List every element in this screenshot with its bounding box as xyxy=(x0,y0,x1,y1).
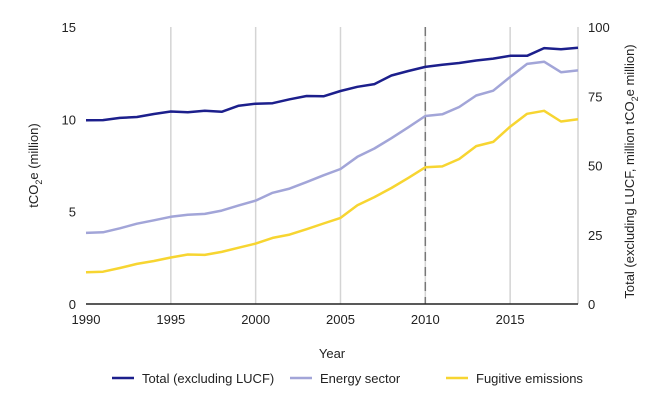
y-right-tick-label: 100 xyxy=(588,20,610,35)
series-line-3 xyxy=(85,109,579,274)
y-left-tick-label: 0 xyxy=(69,297,76,312)
y-axis-right-ticks: 0 25 50 75 100 xyxy=(588,20,610,312)
series-line-2 xyxy=(85,60,579,235)
series-layer xyxy=(85,46,579,274)
y-left-tick-label: 10 xyxy=(62,112,76,127)
series-line-1 xyxy=(85,46,579,122)
y-right-tick-label: 75 xyxy=(588,89,602,104)
x-tick-label: 1990 xyxy=(72,312,101,327)
y-right-tick-label: 0 xyxy=(588,297,595,312)
legend-label-3: Fugitive emissions xyxy=(476,371,583,386)
x-tick-label: 2000 xyxy=(241,312,270,327)
x-tick-label: 1995 xyxy=(156,312,185,327)
legend: Total (excluding LUCF) Energy sector Fugit… xyxy=(112,371,583,386)
legend-label-2: Energy sector xyxy=(320,371,401,386)
y-axis-left-ticks: 0 5 10 15 xyxy=(62,20,76,312)
x-tick-label: 2015 xyxy=(496,312,525,327)
x-tick-label: 2005 xyxy=(326,312,355,327)
x-axis-ticks: 1990 1995 2000 2005 2010 2015 xyxy=(72,312,525,327)
y-axis-right-title: Total (excluding LUCF, million tCO2e mil… xyxy=(622,44,640,298)
grid xyxy=(170,27,579,304)
x-axis-title: Year xyxy=(319,346,346,361)
y-left-tick-label: 15 xyxy=(62,20,76,35)
y-axis-left-title: tCO2e (million) xyxy=(26,123,44,207)
y-left-tick-label: 5 xyxy=(69,205,76,220)
x-tick-label: 2010 xyxy=(411,312,440,327)
y-right-tick-label: 25 xyxy=(588,228,602,243)
y-right-tick-label: 50 xyxy=(588,159,602,174)
legend-label-1: Total (excluding LUCF) xyxy=(142,371,274,386)
